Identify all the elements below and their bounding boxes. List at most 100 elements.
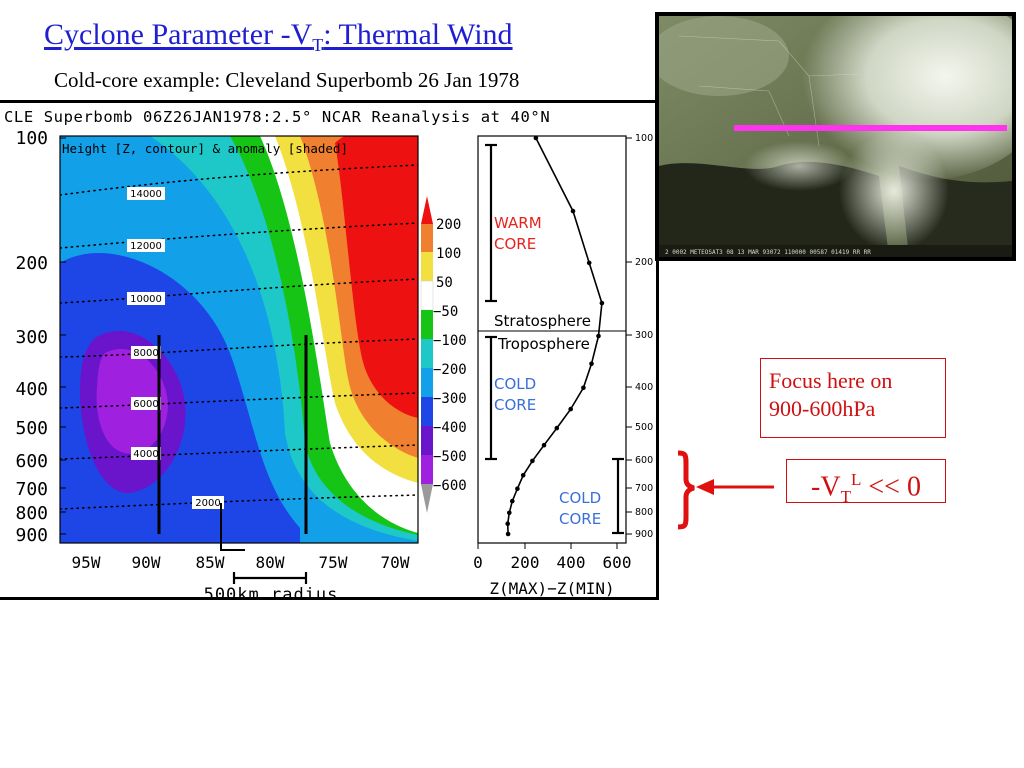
- radius-bracket: [232, 572, 308, 584]
- profile-point-800: [507, 510, 512, 516]
- profile-right-tick-800: 800: [635, 507, 653, 518]
- lon-tick-95w: 95W: [72, 553, 101, 572]
- colorbar: 200 100 50 −50 −100 −200 −300 −400 −500 …: [420, 196, 467, 513]
- contour-labels: 14000 12000 10000 8000 6000 4000 2000: [127, 187, 224, 509]
- profile-right-tick-700: 700: [635, 483, 653, 494]
- profile-point-300: [596, 333, 601, 339]
- cross-section-svg: CLE Superbomb 06Z26JAN1978:2.5° NCAR Rea…: [4, 108, 653, 600]
- colorbar-top-arrow: [421, 196, 433, 224]
- profile-point-750: [510, 498, 515, 504]
- colorbar-label-minus100: −100: [433, 333, 467, 349]
- title-prefix: Cyclone Parameter -V: [44, 18, 313, 51]
- cold-core-upper-line2: CORE: [494, 396, 536, 414]
- p-tick-500: 500: [15, 418, 48, 439]
- colorbar-label-minus300: −300: [433, 391, 467, 407]
- profile-point-250: [599, 300, 605, 306]
- colorbar-labels: 200 100 50 −50 −100 −200 −300 −400 −500 …: [433, 217, 467, 494]
- stratosphere-label: Stratosphere: [494, 312, 591, 330]
- profile-point-350: [589, 361, 594, 367]
- anomaly-shading: [60, 136, 418, 543]
- warm-core-line2: CORE: [494, 235, 536, 253]
- profile-right-tick-marks: [626, 137, 632, 535]
- plot-frame: [59, 135, 419, 544]
- p-tick-300: 300: [15, 327, 48, 348]
- troposphere-label: Troposphere: [497, 335, 590, 353]
- profile-point-150: [570, 208, 576, 214]
- contour-label-2000: 2000: [195, 498, 220, 509]
- height-contours: [60, 164, 418, 510]
- title-subscript: T: [312, 35, 324, 55]
- profile-right-tick-500: 500: [635, 422, 653, 433]
- profile-frame: [477, 135, 627, 544]
- lon-tick-80w: 80W: [256, 553, 285, 572]
- vt-subscript: T: [840, 486, 851, 506]
- focus-box: Focus here on 900-600hPa: [760, 358, 946, 438]
- red-arrow-icon: [696, 479, 714, 495]
- profile-x-tick-600: 600: [603, 553, 632, 572]
- profile-right-tick-300: 300: [635, 330, 653, 341]
- profile-point-900: [505, 531, 511, 537]
- profile-right-tick-100: 100: [635, 133, 653, 144]
- profile-point-700: [515, 486, 520, 492]
- profile-right-tick-200: 200: [635, 257, 653, 268]
- profile-point-850: [505, 521, 511, 526]
- focus-line1: Focus here on: [769, 368, 893, 393]
- profile-right-tick-900: 900: [635, 529, 653, 540]
- p-tick-200: 200: [15, 253, 48, 274]
- lon-tick-90w: 90W: [132, 553, 161, 572]
- cold-core-lower-line1: COLD: [559, 489, 601, 507]
- profile-x-tick-0: 0: [473, 553, 483, 572]
- title-suffix: : Thermal Wind: [323, 18, 513, 51]
- profile-point-550: [541, 442, 547, 448]
- slide-title: Cyclone Parameter -VT: Thermal Wind: [44, 18, 513, 56]
- lon-tick-75w: 75W: [319, 553, 348, 572]
- colorbar-label-minus600: −600: [433, 478, 467, 494]
- pressure-tick-marks: [60, 137, 66, 535]
- colorbar-label-100: 100: [436, 246, 461, 262]
- anomaly-band-200: [335, 136, 418, 418]
- contour-label-14000: 14000: [130, 189, 162, 200]
- profile-point-500: [554, 425, 560, 431]
- profile-x-tick-400: 400: [557, 553, 586, 572]
- warm-core-line1: WARM: [494, 214, 542, 232]
- profile-right-tick-400: 400: [635, 382, 653, 393]
- vt-box: -VTL << 0: [786, 459, 946, 506]
- profile-annotations: WARM CORE Stratosphere Troposphere COLD …: [494, 214, 601, 528]
- slide-subtitle: Cold-core example: Cleveland Superbomb 2…: [54, 68, 520, 92]
- pressure-axis: 100 200 300 400 500 600 700 800 900: [15, 128, 48, 546]
- colorbar-label-50: 50: [436, 275, 453, 291]
- radius-label: 500km radius: [204, 585, 339, 600]
- profile-x-tick-marks: [477, 543, 618, 549]
- profile-point-650: [520, 473, 526, 478]
- p-tick-100: 100: [15, 128, 48, 149]
- colorbar-label-minus50: −50: [433, 304, 458, 320]
- colorbar-label-minus400: −400: [433, 420, 467, 436]
- vt-suffix: << 0: [861, 471, 921, 503]
- red-bracket: [677, 450, 695, 530]
- profile-panel: WARM CORE Stratosphere Troposphere COLD …: [473, 133, 653, 598]
- cross-section-figure: CLE Superbomb 06Z26JAN1978:2.5° NCAR Rea…: [0, 100, 659, 600]
- vt-superscript: L: [850, 470, 862, 489]
- satellite-image: 2 0002 METEOSAT3 08 13 MAR 93072 110000 …: [655, 12, 1016, 261]
- figure-header: CLE Superbomb 06Z26JAN1978:2.5° NCAR Rea…: [4, 108, 550, 126]
- vt-prefix: -V: [811, 471, 841, 503]
- p-tick-900: 900: [15, 525, 48, 546]
- focus-annotation: [677, 450, 774, 530]
- longitude-axis: 95W 90W 85W 80W 75W 70W: [72, 553, 410, 572]
- profile-x-label: Z(MAX)−Z(MIN): [489, 579, 614, 598]
- satellite-svg: 2 0002 METEOSAT3 08 13 MAR 93072 110000 …: [659, 16, 1012, 257]
- lon-tick-85w: 85W: [196, 553, 225, 572]
- profile-x-tick-200: 200: [511, 553, 540, 572]
- profile-series: [505, 135, 605, 537]
- profile-point-450: [568, 406, 573, 412]
- contour-label-10000: 10000: [130, 294, 162, 305]
- contour-label-8000: 8000: [133, 348, 158, 359]
- colorbar-label-minus200: −200: [433, 362, 467, 378]
- p-tick-600: 600: [15, 451, 48, 472]
- profile-right-axis: 100 200 300 400 500 600 700 800 900: [635, 133, 653, 540]
- contour-label-4000: 4000: [133, 449, 158, 460]
- panel-label: Height [Z, contour] & anomaly [shaded]: [62, 141, 348, 156]
- p-tick-800: 800: [15, 503, 48, 524]
- satellite-caption: 2 0002 METEOSAT3 08 13 MAR 93072 110000 …: [665, 249, 871, 256]
- p-tick-700: 700: [15, 479, 48, 500]
